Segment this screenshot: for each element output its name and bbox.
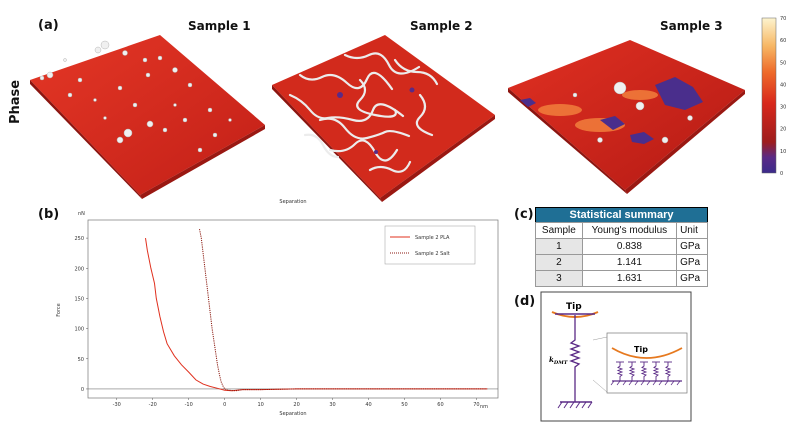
series-line-salt [199, 229, 488, 392]
inset-spring [616, 362, 624, 381]
statistical-summary-table: Statistical summary Sample Young's modul… [535, 207, 708, 287]
colorbar-tick-label: 40 [780, 82, 786, 88]
chart-legend: Sample 2 PLA Sample 2 Salt [384, 225, 476, 265]
x-tick-label: 50 [401, 402, 407, 408]
sample-2-surface [272, 35, 495, 202]
table-row: 2 1.141 GPa [535, 254, 708, 271]
panel-label-d: (d) [514, 294, 536, 309]
x-tick-label: 20 [293, 402, 299, 408]
table-row: 1 0.838 GPa [535, 238, 708, 255]
x-axis-label: Separation [279, 411, 306, 417]
panel-label-b: (b) [38, 207, 60, 222]
table-title: Statistical summary [535, 207, 708, 222]
inset-spring [628, 362, 636, 381]
cell-modulus: 1.631 [581, 270, 678, 287]
colorbar-tick-label: 50 [780, 60, 786, 66]
cell-sample: 1 [535, 238, 583, 255]
y-tick-label: 50 [78, 357, 84, 363]
y-tick-label: 100 [74, 327, 84, 333]
x-tick-label: 70 [473, 402, 479, 408]
inset-tip-curve [611, 347, 683, 359]
spring-kdmt [569, 315, 581, 402]
sample-1-surface [30, 35, 265, 199]
sample-2-title: Sample 2 [410, 19, 473, 33]
y-axis-label: Force [56, 303, 62, 317]
sample-1-title: Sample 1 [188, 19, 251, 33]
y-tick-label: 150 [74, 296, 84, 302]
tip-label: Tip [566, 302, 582, 312]
x-tick-label: 30 [329, 402, 335, 408]
phase-colorbar: 70 60 50 40 30 20 10 0 [761, 16, 786, 177]
x-tick-label: -20 [149, 402, 157, 408]
colorbar-tick-label: 60 [780, 38, 786, 44]
y-unit-label: nN [78, 211, 85, 217]
inset-springs [616, 361, 672, 381]
y-tick-label: 200 [74, 266, 84, 272]
sample-3-title: Sample 3 [660, 19, 723, 33]
y-tick-label: 250 [74, 236, 84, 242]
panel-label-a: (a) [38, 18, 59, 33]
plot-frame [87, 219, 499, 399]
inset-frame [606, 332, 688, 394]
x-tick-label: 40 [365, 402, 371, 408]
legend-label-pla: Sample 2 PLA [415, 235, 450, 241]
x-tick-label: 60 [437, 402, 443, 408]
sample-3-surface [508, 40, 745, 194]
cell-sample: 2 [535, 254, 583, 271]
colorbar-tick-label: 70 [780, 16, 786, 22]
x-unit-label: nm [480, 404, 488, 410]
y-tick-label: 0 [81, 387, 84, 393]
colorbar-tick-label: 0 [780, 171, 783, 177]
cell-unit: GPa [676, 270, 708, 287]
legend-label-salt: Sample 2 Salt [415, 251, 450, 257]
colorbar-tick-label: 10 [780, 149, 786, 155]
colorbar-tick-label: 30 [780, 105, 786, 111]
chart-top-label: Separation [279, 199, 306, 205]
colorbar-tick-label: 20 [780, 127, 786, 133]
inset-spring [652, 362, 660, 381]
inset-spring [640, 362, 648, 381]
x-tick-label: -30 [113, 402, 121, 408]
x-tick-label: 0 [223, 402, 226, 408]
panel-label-c: (c) [514, 207, 534, 222]
spring-label: kDMT [549, 355, 569, 366]
inset-tip-label: Tip [634, 345, 648, 354]
inset-spring [664, 362, 672, 381]
x-tick-label: 10 [257, 402, 263, 408]
table-row: 3 1.631 GPa [535, 270, 708, 287]
series-line-pla [145, 238, 488, 392]
x-tick-label: -10 [185, 402, 193, 408]
